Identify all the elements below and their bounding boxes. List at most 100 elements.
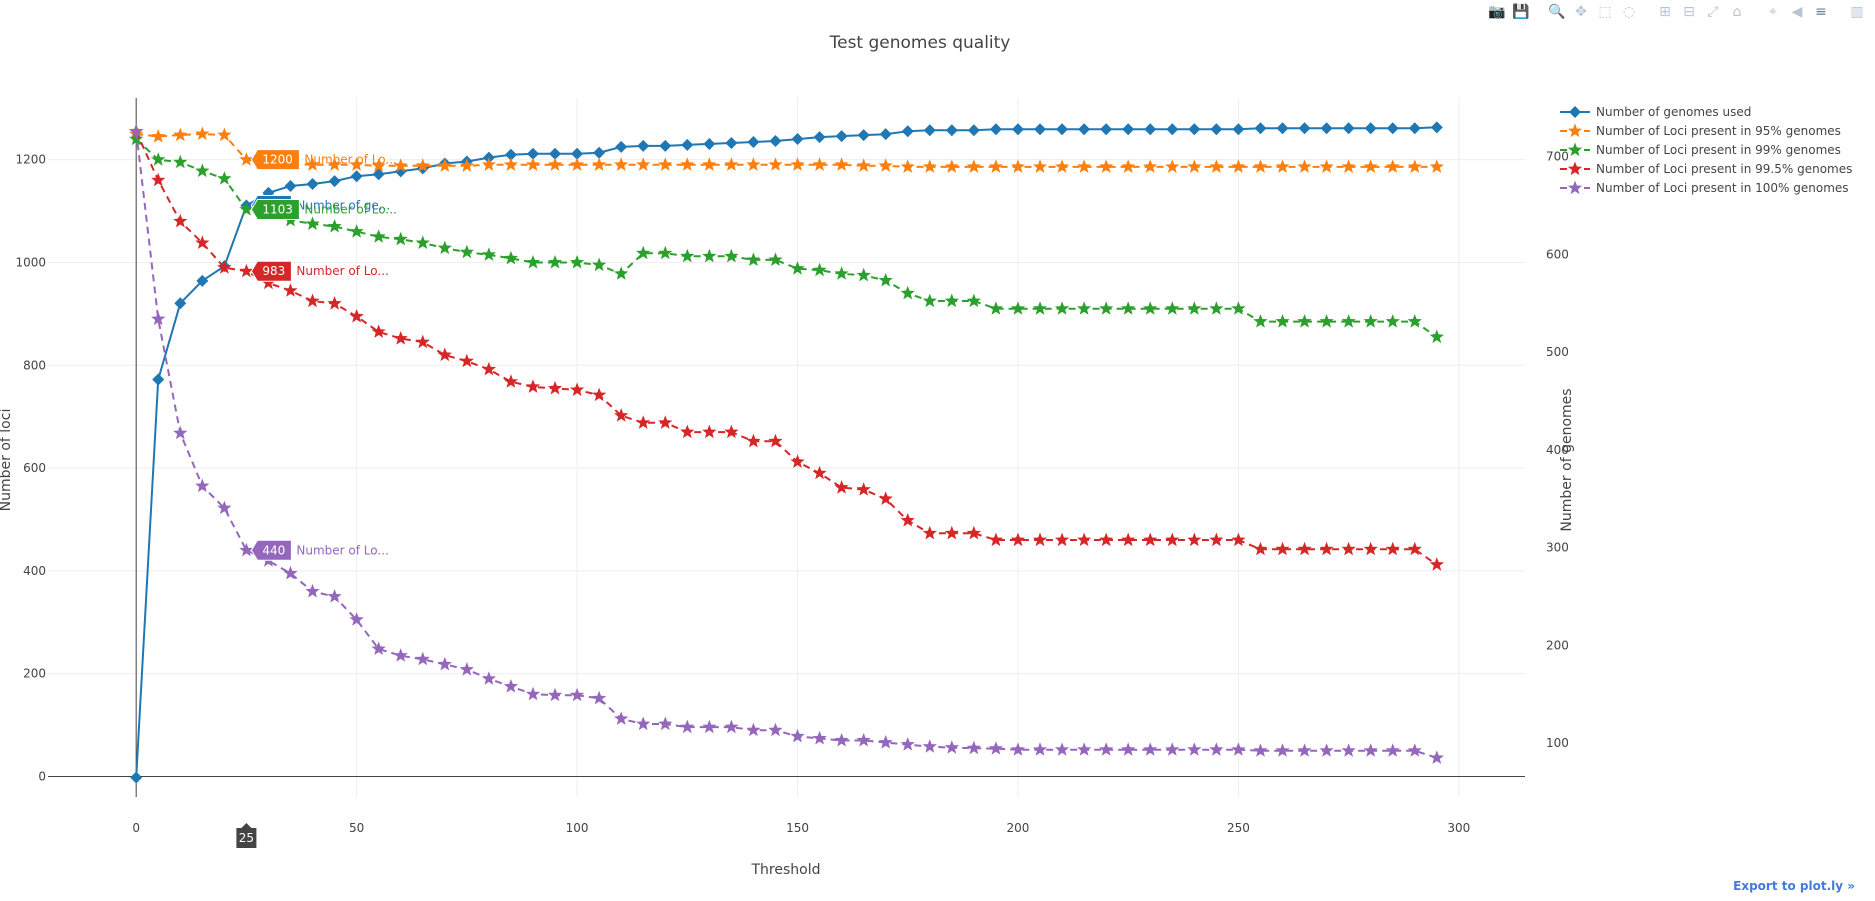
data-point xyxy=(261,275,276,290)
data-point xyxy=(922,293,937,308)
data-point xyxy=(328,175,341,188)
data-point xyxy=(988,301,1004,315)
legend-item[interactable]: Number of Loci present in 95% genomes xyxy=(1560,123,1841,139)
legend-item[interactable]: Number of Loci present in 99% genomes xyxy=(1560,142,1841,158)
data-point xyxy=(327,157,342,171)
data-point xyxy=(1032,742,1048,756)
data-point xyxy=(813,131,826,144)
data-point xyxy=(1297,314,1312,328)
data-point xyxy=(747,135,760,148)
y2-tick-label: 500 xyxy=(1546,345,1569,359)
data-point xyxy=(900,285,915,300)
data-point xyxy=(680,424,695,439)
hover-closest-icon[interactable]: ◀ xyxy=(1791,4,1803,20)
data-point xyxy=(812,730,827,745)
legend-item[interactable]: Number of Loci present in 100% genomes xyxy=(1560,180,1849,196)
data-point xyxy=(525,255,541,269)
data-point xyxy=(1275,314,1290,328)
x-tick-label: 50 xyxy=(349,821,364,835)
data-point xyxy=(349,308,364,323)
legend-item[interactable]: Number of genomes used xyxy=(1560,105,1751,119)
data-point xyxy=(636,245,651,260)
data-point xyxy=(547,380,563,395)
legend-item[interactable]: Number of Loci present in 99.5% genomes xyxy=(1560,161,1852,177)
data-point xyxy=(151,311,166,326)
data-point xyxy=(703,137,716,150)
series-3 xyxy=(129,123,1444,571)
data-point xyxy=(1099,742,1114,756)
data-point xyxy=(592,690,607,705)
data-point xyxy=(966,740,981,755)
plot-area[interactable] xyxy=(129,121,1444,784)
zoom-in-icon[interactable]: ⊞ xyxy=(1659,4,1671,20)
data-point xyxy=(503,679,519,693)
data-point xyxy=(1297,541,1312,556)
data-point xyxy=(658,245,673,260)
data-point xyxy=(1429,557,1444,571)
data-point xyxy=(1077,532,1092,547)
data-point xyxy=(592,387,607,402)
y-tick-label: 400 xyxy=(23,564,46,578)
hover-compare-icon[interactable]: ≡ xyxy=(1815,4,1827,20)
data-point xyxy=(217,171,232,185)
data-point xyxy=(393,231,408,246)
data-point xyxy=(944,159,959,173)
reset-axes-icon[interactable]: ⌂ xyxy=(1732,4,1742,20)
data-point xyxy=(305,216,320,230)
plotly-logo-icon[interactable]: ▥ xyxy=(1850,4,1864,20)
legend[interactable]: Number of genomes used Number of Loci pre… xyxy=(1560,105,1852,195)
save-icon[interactable]: 💾 xyxy=(1512,4,1530,20)
data-point xyxy=(1187,532,1202,547)
data-point xyxy=(459,353,474,368)
data-point xyxy=(547,687,563,702)
export-to-plotly-link[interactable]: Export to plot.ly » xyxy=(1733,879,1855,893)
data-point xyxy=(393,648,408,662)
y-tick-label: 0 xyxy=(38,769,46,783)
data-point xyxy=(305,157,320,171)
data-point xyxy=(614,408,629,422)
data-point xyxy=(1121,742,1136,756)
data-point xyxy=(900,513,915,527)
data-point xyxy=(614,157,629,171)
data-point xyxy=(790,454,805,468)
data-point xyxy=(1054,159,1070,173)
autoscale-icon[interactable]: ⤢ xyxy=(1707,4,1719,20)
data-point xyxy=(1187,301,1202,315)
data-point xyxy=(569,687,585,702)
data-point xyxy=(1032,159,1048,173)
data-point xyxy=(1385,314,1400,328)
data-point xyxy=(922,159,937,173)
data-point xyxy=(615,140,628,153)
lasso-select-icon[interactable]: ◌ xyxy=(1622,4,1636,20)
data-point xyxy=(173,154,188,169)
data-point xyxy=(1386,122,1399,135)
zoom-out-icon[interactable]: ⊟ xyxy=(1683,4,1695,20)
data-point xyxy=(152,373,165,386)
data-point xyxy=(1032,532,1048,547)
data-point xyxy=(1319,541,1334,556)
modebar-group: ⌖ ◀ ≡ xyxy=(1763,2,1831,22)
y2-tick-label: 100 xyxy=(1546,736,1569,750)
pan-icon[interactable]: ✥ xyxy=(1575,4,1587,20)
data-point xyxy=(768,722,783,737)
data-point xyxy=(1253,743,1268,757)
data-point xyxy=(592,157,607,171)
data-point xyxy=(1209,742,1224,756)
camera-icon[interactable]: 📷 xyxy=(1488,4,1506,20)
data-point xyxy=(879,128,892,141)
data-point xyxy=(459,662,474,676)
x-tick-label: 200 xyxy=(1007,821,1030,835)
data-point xyxy=(503,157,519,171)
data-point xyxy=(1077,159,1092,173)
zoom-icon[interactable]: 🔍 xyxy=(1548,4,1566,20)
hover-text: Number of Lo... xyxy=(296,543,388,557)
data-point xyxy=(1210,123,1223,136)
data-point xyxy=(196,274,209,287)
spikelines-icon[interactable]: ⌖ xyxy=(1769,4,1777,20)
box-select-icon[interactable]: ⬚ xyxy=(1598,4,1612,20)
legend-marker xyxy=(1567,123,1583,138)
data-point xyxy=(1275,159,1290,173)
data-point xyxy=(327,219,342,233)
